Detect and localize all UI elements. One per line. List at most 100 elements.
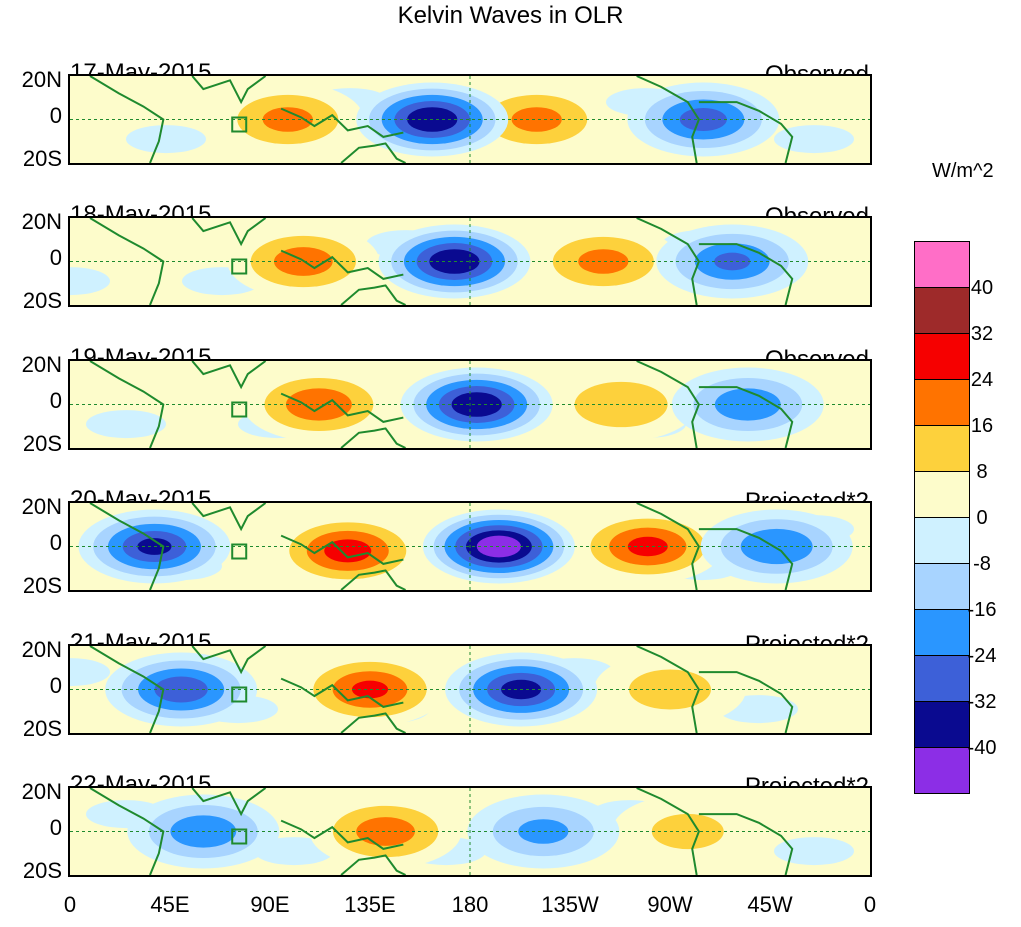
- coastline: [191, 503, 267, 532]
- colorbar-swatch: [914, 425, 970, 472]
- colorbar-swatch: [914, 471, 970, 518]
- lat-tick-label: 0: [49, 388, 62, 413]
- anomaly-contour: [356, 817, 415, 846]
- lat-tick-label: 20N: [21, 779, 62, 804]
- reference-box: [231, 686, 248, 703]
- colorbar-swatch: [914, 609, 970, 656]
- colorbar-tick-label: 40: [970, 277, 994, 299]
- reference-box: [231, 828, 248, 845]
- colorbar-swatch: [914, 241, 970, 288]
- coastline: [698, 528, 794, 590]
- lat-tick-label: 20N: [21, 352, 62, 377]
- positive-anomaly: [611, 794, 764, 869]
- negative-anomaly: [105, 652, 258, 727]
- lat-tick-label: 20N: [21, 209, 62, 234]
- lon-tick-label: 90E: [250, 892, 290, 917]
- olr-panel: 19-May-2015Observed20N020S: [0, 345, 1021, 500]
- coastline: [698, 243, 794, 305]
- colorbar-tick-label: -24: [967, 645, 997, 667]
- colorbar-tick-label: -16: [967, 599, 997, 621]
- coastline: [280, 677, 404, 708]
- coastline: [280, 249, 404, 280]
- lon-tick-label: 135W: [541, 892, 599, 917]
- colorbar-swatch: [914, 379, 970, 426]
- anomaly-contour: [679, 108, 727, 131]
- lon-tick-label: 45W: [747, 892, 793, 917]
- colorbar-swatch: [914, 517, 970, 564]
- reference-box: [231, 543, 248, 560]
- lat-tick-label: 20S: [22, 858, 62, 883]
- olr-map: [68, 216, 872, 307]
- lon-tick-label: 0: [63, 892, 77, 917]
- olr-panel: 22-May-2015Projected*220N020S: [0, 772, 1021, 927]
- coastline: [89, 646, 165, 733]
- colorbar-swatch: [914, 563, 970, 610]
- coastline: [340, 284, 406, 305]
- colorbar-swatch: [914, 287, 970, 334]
- lat-tick-label: 0: [49, 530, 62, 555]
- lat-tick-label: 0: [49, 245, 62, 270]
- anomaly-contour: [651, 813, 724, 850]
- negative-anomaly: [627, 82, 780, 157]
- olr-map-svg: [70, 218, 870, 305]
- olr-map: [68, 74, 872, 165]
- coastline: [191, 76, 267, 105]
- coastline: [340, 142, 406, 163]
- anomaly-contour: [451, 392, 502, 417]
- olr-map-svg: [70, 646, 870, 733]
- olr-panel: 20-May-2015Projected*220N020S: [0, 487, 1021, 642]
- anomaly-contour: [511, 107, 562, 132]
- coastline: [89, 218, 165, 305]
- olr-map: [68, 786, 872, 877]
- colorbar-tick-label: 16: [970, 415, 994, 437]
- lon-tick-label: 135E: [344, 892, 396, 917]
- olr-map: [68, 644, 872, 735]
- anomaly-contour: [714, 388, 781, 421]
- negative-anomaly: [700, 509, 853, 584]
- colorbar-swatch: [914, 655, 970, 702]
- weak-negative-patch: [70, 658, 110, 687]
- olr-panel: 17-May-2015Observed20N020S: [0, 60, 1021, 215]
- weak-negative-patch: [774, 125, 854, 154]
- coastline: [698, 386, 794, 448]
- lon-tick-label: 90W: [647, 892, 693, 917]
- olr-map: [68, 501, 872, 592]
- lat-tick-label: 20S: [22, 288, 62, 313]
- anomaly-contour: [154, 676, 208, 703]
- olr-panel: 21-May-2015Projected*220N020S: [0, 630, 1021, 785]
- coastline: [89, 361, 165, 448]
- coastline: [636, 788, 701, 875]
- coastline: [636, 361, 701, 448]
- anomaly-contour: [578, 249, 629, 274]
- lat-tick-label: 20S: [22, 573, 62, 598]
- coastline: [636, 646, 701, 733]
- olr-map-svg: [70, 361, 870, 448]
- olr-map-svg: [70, 503, 870, 590]
- colorbar-swatch: [914, 333, 970, 380]
- lon-tick-label: 45E: [150, 892, 190, 917]
- colorbar-swatch: [914, 701, 970, 748]
- negative-anomaly: [467, 794, 620, 869]
- weak-negative-patch: [86, 410, 166, 439]
- figure-title: Kelvin Waves in OLR: [397, 2, 624, 29]
- coastline: [340, 712, 406, 733]
- negative-anomaly: [400, 367, 553, 442]
- colorbar-tick-label: 32: [970, 323, 994, 345]
- coastline: [191, 788, 267, 817]
- positive-anomaly: [545, 367, 698, 442]
- lat-tick-label: 0: [49, 815, 62, 840]
- coastline: [280, 392, 404, 423]
- positive-anomaly: [460, 82, 613, 157]
- coastline: [340, 854, 406, 875]
- anomaly-contour: [518, 819, 569, 844]
- coastline: [636, 503, 701, 590]
- olr-panel: 18-May-2015Observed20N020S: [0, 202, 1021, 357]
- positive-anomaly: [309, 794, 462, 869]
- coastline: [340, 427, 406, 448]
- coastline: [280, 107, 404, 138]
- lon-tick-label: 0: [863, 892, 877, 917]
- colorbar-tick-label: -8: [973, 553, 991, 575]
- colorbar-tick-label: -40: [967, 737, 997, 759]
- reference-box: [231, 401, 248, 418]
